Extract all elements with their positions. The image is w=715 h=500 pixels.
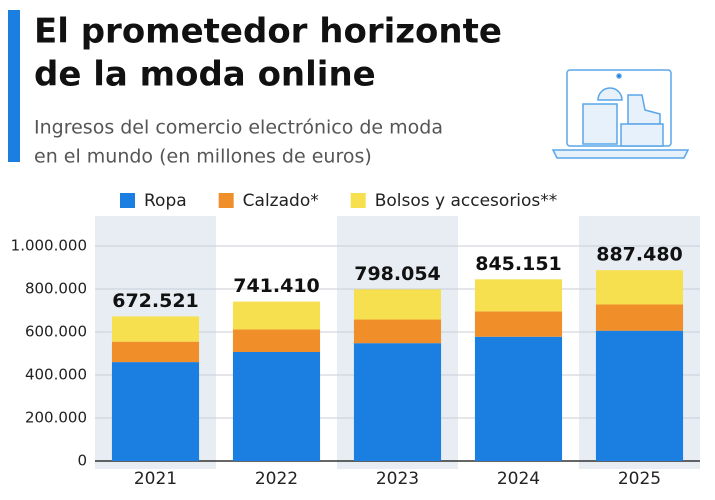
bar-segment xyxy=(474,311,563,337)
total-label: 798.054 xyxy=(354,263,441,285)
total-label: 741.410 xyxy=(233,275,320,297)
legend-label: Ropa xyxy=(144,191,187,211)
total-label: 845.151 xyxy=(475,253,562,275)
y-tick-label: 800.000 xyxy=(25,280,87,298)
bar-segment xyxy=(474,336,563,461)
x-tick-label: 2023 xyxy=(376,469,419,489)
bar-segment xyxy=(353,319,442,344)
x-tick-label: 2024 xyxy=(497,469,540,489)
x-tick-label: 2022 xyxy=(255,469,298,489)
legend-swatch xyxy=(350,193,366,208)
total-label: 672.521 xyxy=(112,290,199,312)
accent-bar xyxy=(8,10,20,162)
bar-segment xyxy=(353,289,442,320)
bar-segment xyxy=(232,329,321,352)
y-tick-label: 200.000 xyxy=(25,409,87,427)
y-tick-label: 1.000.000 xyxy=(11,237,87,255)
chart-title: de la moda online xyxy=(34,55,376,95)
chart-subtitle: Ingresos del comercio electrónico de mod… xyxy=(34,117,443,139)
total-label: 887.480 xyxy=(596,244,683,266)
bar-segment xyxy=(595,270,684,305)
chart-title: El prometedor horizonte xyxy=(34,12,502,52)
bar-segment xyxy=(232,351,321,461)
bar-segment xyxy=(353,343,442,461)
bar-segment xyxy=(232,301,321,330)
chart-subtitle: en el mundo (en millones de euros) xyxy=(34,146,372,168)
bar-segment xyxy=(111,316,200,342)
bar-segment xyxy=(111,362,200,461)
x-tick-label: 2025 xyxy=(618,469,661,489)
x-tick-label: 2021 xyxy=(134,469,177,489)
y-tick-label: 600.000 xyxy=(25,323,87,341)
legend-swatch xyxy=(218,193,234,208)
laptop-icon xyxy=(551,69,690,159)
legend-swatch xyxy=(120,193,135,208)
bar-segment xyxy=(595,330,684,461)
legend-label: Bolsos y accesorios** xyxy=(375,191,558,211)
y-tick-label: 400.000 xyxy=(25,366,87,384)
bar-segment xyxy=(474,279,563,312)
y-tick-label: 0 xyxy=(77,452,87,470)
bar-segment xyxy=(111,341,200,363)
legend-label: Calzado* xyxy=(243,191,319,211)
bar-segment xyxy=(595,304,684,331)
